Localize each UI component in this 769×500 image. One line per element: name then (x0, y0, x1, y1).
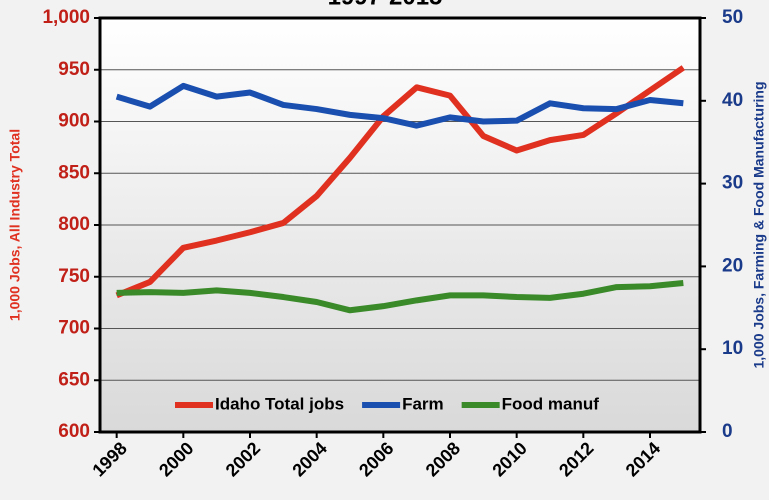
y-tick-label: 750 (58, 266, 90, 287)
y-tick-label: 650 (58, 369, 90, 390)
series-line (115, 82, 684, 129)
y2-tick-label: 10 (722, 338, 743, 359)
legend-label: Idaho Total jobs (215, 394, 344, 413)
y2-axis-label: 1,000 Jobs, Farming & Food Manufacturing (751, 81, 767, 368)
x-tick-label: 2010 (488, 438, 530, 480)
x-tick-label: 2008 (422, 438, 464, 480)
y2-tick-label: 0 (722, 421, 733, 442)
series-line (115, 65, 686, 299)
x-tick-label: 2004 (288, 438, 330, 480)
x-tick-label: 2002 (222, 438, 264, 480)
series-line (116, 279, 684, 314)
y2-tick-label: 40 (722, 90, 743, 111)
y-tick-label: 1,000 (42, 7, 90, 28)
x-tick-label: 2012 (555, 438, 597, 480)
y-axis-label: 1,000 Jobs, All Industry Total (7, 129, 23, 321)
y2-tick-label: 50 (722, 7, 743, 28)
y2-tick-label: 30 (722, 173, 743, 194)
x-tick-label: 2000 (155, 438, 197, 480)
x-tick-label: 2014 (622, 438, 664, 480)
legend-label: Farm (402, 394, 444, 413)
y-tick-label: 950 (58, 59, 90, 80)
legend-label: Food manuf (502, 394, 600, 413)
y-tick-label: 900 (58, 111, 90, 132)
y-tick-label: 850 (58, 162, 90, 183)
x-tick-label: 2006 (355, 438, 397, 480)
plot-border (98, 16, 702, 434)
chart-title: 1997-2015 (328, 0, 443, 10)
y-tick-label: 800 (58, 214, 90, 235)
x-tick-label: 1998 (88, 438, 130, 480)
y2-tick-label: 20 (722, 255, 743, 276)
y-tick-label: 600 (58, 421, 90, 442)
y-tick-label: 700 (58, 318, 90, 339)
